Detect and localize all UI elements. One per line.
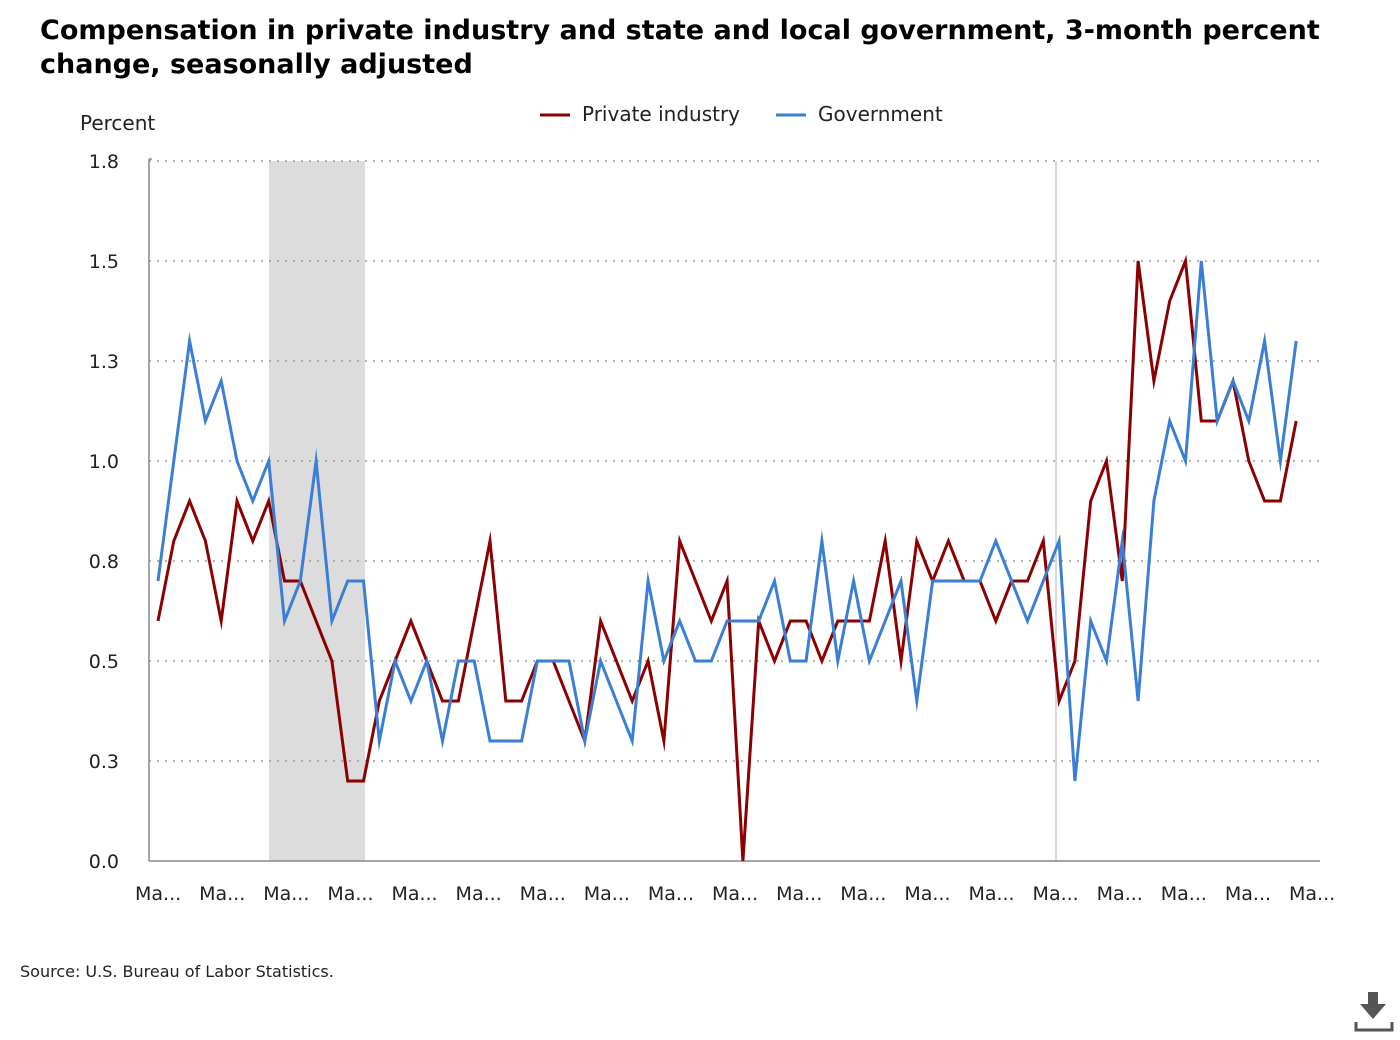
download-icon (1354, 992, 1394, 1032)
axis-layer: 0.0 0.3 0.5 0.8 1.0 1.3 1.5 1.8 Ma... Ma... Ma... M… (89, 151, 1335, 905)
y-tick-label: 0.5 (89, 651, 119, 673)
x-tick-label: Ma... (840, 883, 886, 905)
y-axis-label: Percent (80, 111, 155, 135)
legend: Private industry Government (540, 102, 943, 126)
series-line-private-industry (156, 254, 1298, 862)
x-tick-label: Ma... (584, 883, 630, 905)
source-note: Source: U.S. Bureau of Labor Statistics. (20, 962, 334, 981)
x-tick-label: Ma... (1097, 883, 1143, 905)
x-tick-label: Ma... (968, 883, 1014, 905)
x-tick-label: Ma... (135, 883, 181, 905)
x-tick-label: Ma... (263, 883, 309, 905)
y-tick-label: 1.8 (89, 151, 119, 173)
recession-band (269, 161, 365, 861)
grid-layer (149, 160, 1320, 861)
x-tick-label: Ma... (1289, 883, 1335, 905)
y-tick-label: 1.5 (89, 251, 119, 273)
x-tick-label: Ma... (776, 883, 822, 905)
recession-shading-layer (269, 161, 365, 861)
y-tick-label: 0.3 (89, 751, 119, 773)
y-tick-label: 0.8 (89, 551, 119, 573)
chart-title: Compensation in private industry and sta… (40, 15, 1320, 80)
x-tick-label: Ma... (904, 883, 950, 905)
y-tick-label: 0.0 (89, 851, 119, 873)
x-tick-label: Ma... (1033, 883, 1079, 905)
x-tick-label: Ma... (1161, 883, 1207, 905)
x-tick-label: Ma... (199, 883, 245, 905)
x-tick-label: Ma... (712, 883, 758, 905)
x-tick-label: Ma... (1225, 883, 1271, 905)
series-line-government (156, 260, 1298, 782)
x-tick-label: Ma... (456, 883, 502, 905)
x-tick-label: Ma... (520, 883, 566, 905)
line-chart: 0.0 0.3 0.5 0.8 1.0 1.3 1.5 1.8 Ma... Ma... Ma... M… (80, 102, 1335, 905)
download-button[interactable] (1352, 990, 1396, 1034)
legend-label: Private industry (582, 102, 740, 126)
x-tick-label: Ma... (391, 883, 437, 905)
y-tick-label: 1.0 (89, 451, 119, 473)
y-tick-label: 1.3 (89, 351, 119, 373)
series-layer (156, 254, 1298, 862)
legend-label: Government (818, 102, 943, 126)
x-tick-label: Ma... (327, 883, 373, 905)
x-tick-label: Ma... (648, 883, 694, 905)
